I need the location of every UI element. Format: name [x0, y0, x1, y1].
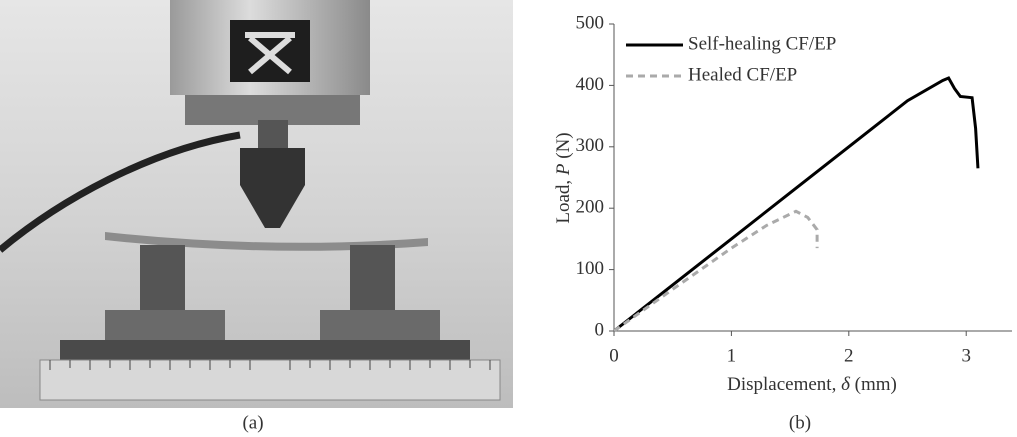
- x-tick-label: 1: [727, 345, 737, 366]
- y-tick-label: 400: [576, 74, 605, 95]
- data-line: [614, 211, 817, 331]
- y-tick-label: 300: [576, 135, 605, 156]
- load-cell: [258, 120, 288, 150]
- y-tick-label: 500: [576, 12, 605, 33]
- y-tick-label: 100: [576, 258, 605, 279]
- x-axis-label: Displacement, δ (mm): [727, 374, 897, 395]
- x-label-part: (mm): [850, 374, 897, 395]
- legend-label: Self-healing CF/EP: [688, 33, 836, 54]
- x-tick-label: 2: [844, 345, 854, 366]
- x-tick-label: 0: [609, 345, 619, 366]
- caption: (a): [242, 412, 263, 433]
- x-label-part: Displacement,: [727, 374, 841, 395]
- logo-plate: [230, 20, 310, 82]
- y-tick-label: 200: [576, 197, 605, 218]
- x-tick-label: 3: [961, 345, 971, 366]
- y-axis-label: Load, P (N): [553, 132, 574, 223]
- photo: [0, 0, 513, 408]
- y-label-part: P: [553, 163, 574, 176]
- legend-label: Healed CF/EP: [688, 64, 797, 85]
- figure: (a) (b) Displacement, δ (mm) Load, P (N)…: [0, 0, 1017, 437]
- y-tick-label: 0: [595, 319, 605, 340]
- y-label-part: (N): [553, 132, 574, 163]
- y-label-part: Load,: [553, 175, 574, 224]
- ruler: [40, 360, 500, 400]
- caption: (b): [789, 412, 811, 433]
- rail: [60, 340, 470, 360]
